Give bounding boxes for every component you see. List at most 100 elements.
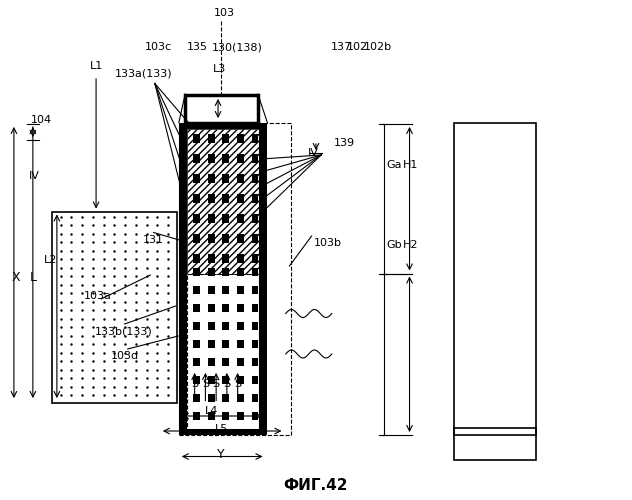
Bar: [208, 214, 215, 222]
Bar: [222, 286, 229, 294]
Bar: [208, 304, 215, 312]
Bar: [179, 429, 267, 435]
Text: S: S: [202, 379, 209, 389]
Text: 137: 137: [331, 42, 352, 52]
Bar: [237, 154, 244, 162]
Bar: [193, 254, 200, 262]
Bar: [237, 412, 244, 420]
Text: IV: IV: [29, 171, 40, 181]
Bar: [222, 304, 229, 312]
Text: H1: H1: [403, 160, 418, 170]
Bar: [208, 194, 215, 202]
Text: IV: IV: [308, 148, 319, 158]
Bar: [237, 394, 244, 402]
Bar: [237, 174, 244, 182]
Bar: [237, 304, 244, 312]
Bar: [208, 322, 215, 330]
Bar: [222, 154, 229, 162]
Text: S: S: [191, 379, 198, 389]
Bar: [222, 340, 229, 348]
Bar: [252, 376, 258, 384]
Bar: [208, 254, 215, 262]
Bar: [193, 174, 200, 182]
Bar: [237, 134, 244, 142]
Text: 103c: 103c: [145, 42, 172, 52]
Bar: [222, 376, 229, 384]
Bar: [237, 214, 244, 222]
Bar: [237, 194, 244, 202]
Text: L2: L2: [44, 255, 57, 265]
Bar: [252, 340, 258, 348]
Bar: [193, 154, 200, 162]
Bar: [237, 358, 244, 366]
Bar: [252, 304, 258, 312]
Text: 103: 103: [214, 8, 235, 18]
Bar: [222, 174, 229, 182]
Bar: [252, 268, 258, 276]
Bar: [454, 428, 536, 460]
Bar: [193, 376, 200, 384]
Bar: [193, 304, 200, 312]
Bar: [252, 174, 258, 182]
Bar: [259, 122, 267, 435]
Bar: [252, 322, 258, 330]
Bar: [193, 234, 200, 242]
Text: S: S: [180, 379, 188, 389]
Bar: [179, 122, 291, 435]
Bar: [252, 412, 258, 420]
Text: 133b(133): 133b(133): [95, 326, 152, 336]
Text: S: S: [234, 379, 241, 389]
Text: ФИГ.42: ФИГ.42: [284, 478, 348, 494]
Text: 103d: 103d: [111, 351, 139, 361]
Text: H2: H2: [403, 240, 419, 250]
Bar: [187, 274, 259, 429]
Bar: [252, 358, 258, 366]
Bar: [193, 322, 200, 330]
Text: 102: 102: [346, 42, 368, 52]
Text: Ga: Ga: [387, 160, 403, 170]
Bar: [187, 128, 259, 274]
Text: 102b: 102b: [364, 42, 392, 52]
Bar: [237, 254, 244, 262]
Text: S: S: [212, 379, 220, 389]
Text: L3: L3: [213, 64, 226, 74]
Bar: [222, 268, 229, 276]
Bar: [208, 412, 215, 420]
Bar: [252, 214, 258, 222]
Text: 104: 104: [31, 115, 52, 125]
Text: L5: L5: [215, 424, 228, 434]
Text: 133a(133): 133a(133): [115, 68, 173, 78]
Bar: [237, 376, 244, 384]
Bar: [237, 268, 244, 276]
Bar: [252, 286, 258, 294]
Text: 139: 139: [334, 138, 355, 147]
Text: L1: L1: [90, 61, 102, 71]
Bar: [208, 358, 215, 366]
Bar: [222, 234, 229, 242]
Bar: [193, 268, 200, 276]
Bar: [252, 234, 258, 242]
Bar: [193, 358, 200, 366]
Bar: [252, 394, 258, 402]
Bar: [185, 95, 258, 122]
Bar: [193, 134, 200, 142]
Bar: [193, 214, 200, 222]
Bar: [193, 286, 200, 294]
Bar: [179, 122, 187, 435]
Bar: [208, 174, 215, 182]
Text: 103b: 103b: [313, 238, 341, 248]
Bar: [179, 122, 267, 128]
Bar: [222, 214, 229, 222]
Text: L: L: [30, 271, 37, 284]
Bar: [237, 322, 244, 330]
Bar: [193, 340, 200, 348]
Bar: [252, 194, 258, 202]
Bar: [237, 340, 244, 348]
Text: 130(138): 130(138): [212, 42, 262, 52]
Bar: [52, 212, 177, 402]
Bar: [252, 254, 258, 262]
Bar: [237, 234, 244, 242]
Bar: [208, 376, 215, 384]
Bar: [208, 394, 215, 402]
Bar: [222, 322, 229, 330]
